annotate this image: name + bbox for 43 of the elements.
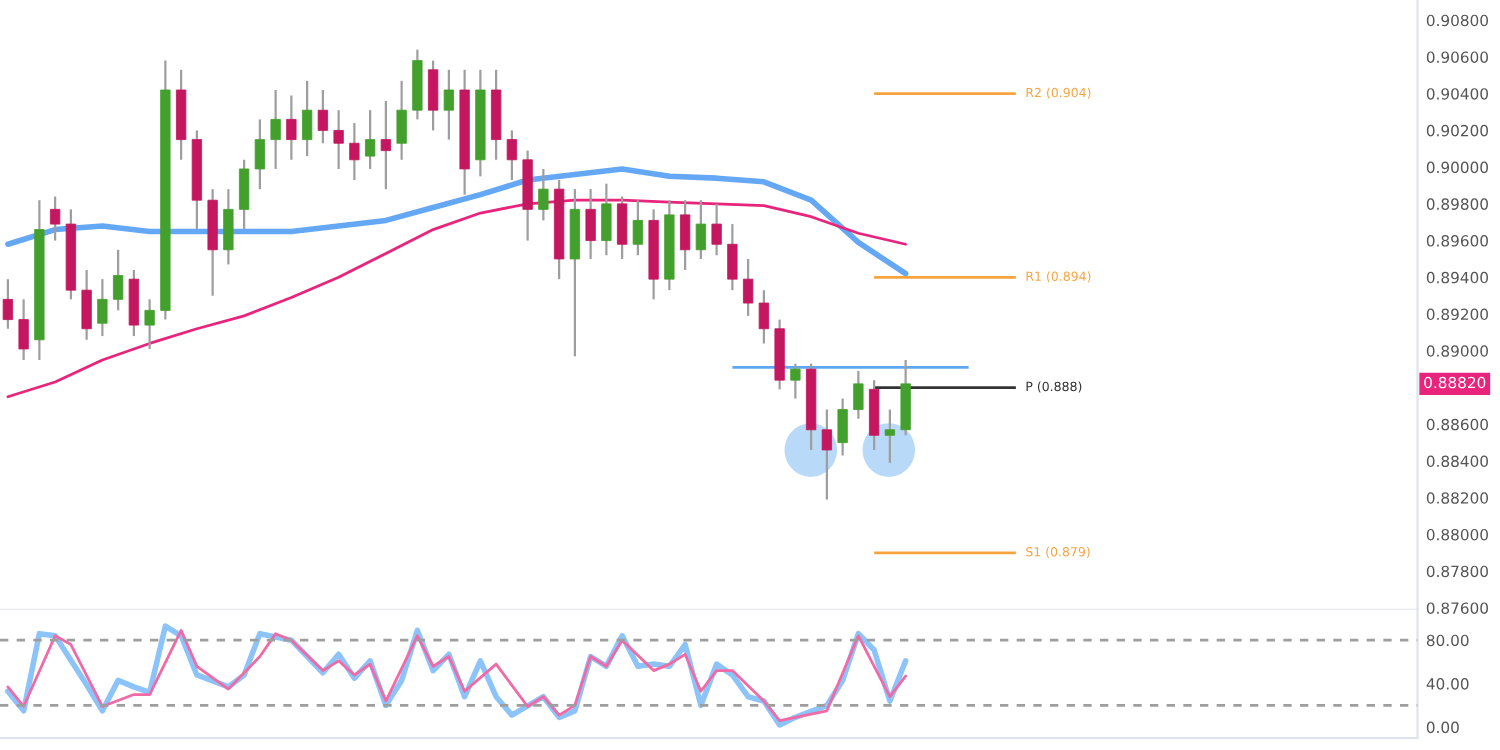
candlestick — [223, 188, 234, 266]
candlestick — [727, 222, 738, 292]
candlestick — [317, 88, 329, 145]
candlestick — [601, 182, 612, 257]
candlestick — [97, 278, 108, 338]
candlestick — [868, 379, 880, 452]
candlestick — [821, 408, 833, 501]
candlestick — [538, 167, 549, 222]
candlestick — [270, 88, 281, 171]
candlestick — [18, 298, 29, 362]
candlestick — [427, 59, 439, 132]
line-series — [5, 166, 909, 277]
candlestick — [396, 79, 407, 161]
candlestick — [286, 94, 297, 161]
candlestick — [238, 158, 250, 231]
candlestick — [758, 289, 770, 345]
candlestick — [506, 129, 518, 182]
candlestick — [49, 195, 61, 242]
candlestick — [144, 298, 155, 351]
line-series — [6, 198, 908, 399]
candlestick — [900, 358, 911, 437]
candlestick — [632, 199, 644, 257]
candlestick — [2, 278, 14, 330]
candlestick — [333, 109, 344, 171]
candlestick — [364, 109, 376, 171]
candlestick — [301, 79, 313, 158]
candlestick — [884, 408, 896, 464]
candlestick — [695, 199, 707, 261]
candlestick — [853, 369, 864, 420]
candlestick — [254, 118, 266, 191]
candlestick — [443, 68, 455, 141]
candlestick — [616, 195, 628, 261]
candlestick — [837, 397, 848, 457]
candlestick — [742, 257, 754, 317]
candlestick — [679, 199, 691, 272]
candlestick — [790, 362, 801, 400]
candlestick — [128, 268, 140, 338]
candlestick — [585, 188, 596, 261]
candlestick — [81, 268, 92, 341]
candlestick — [112, 248, 124, 312]
candlestick — [380, 99, 392, 191]
candlestick — [349, 121, 360, 182]
candlestick — [711, 202, 722, 257]
